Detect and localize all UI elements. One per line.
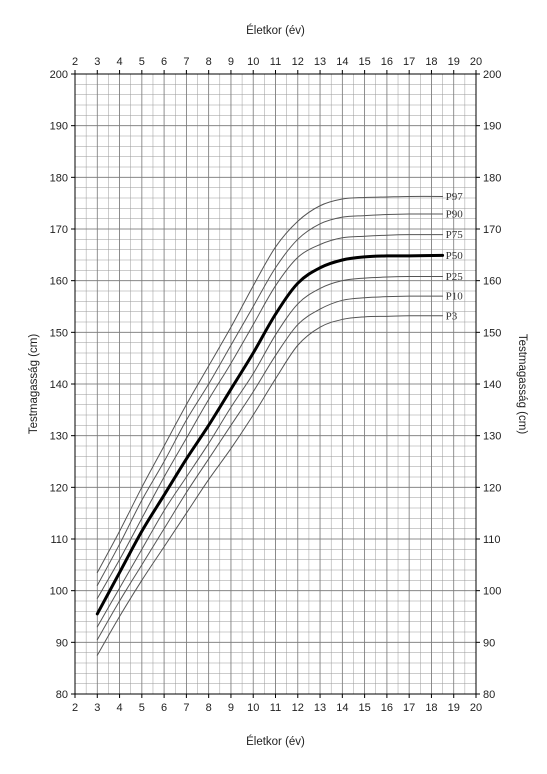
x-tick-label-top: 5 (139, 56, 145, 68)
y-tick-label-right: 200 (483, 69, 501, 81)
x-tick-label-bottom: 7 (183, 702, 189, 714)
series-line-p25 (96, 275, 444, 628)
x-tick-label-top: 4 (116, 56, 122, 68)
x-tick-label-bottom: 13 (314, 702, 326, 714)
x-tick-label-top: 16 (381, 56, 393, 68)
x-tick-label-top: 9 (228, 56, 234, 68)
x-tick-label-top: 20 (470, 56, 482, 68)
x-axis-title-top: Életkor (év) (246, 24, 305, 37)
y-tick-label-left: 110 (50, 534, 68, 546)
x-tick-label-bottom: 4 (116, 702, 122, 714)
x-tick-label-bottom: 15 (358, 702, 370, 714)
y-tick-label-right: 110 (483, 534, 501, 546)
x-tick-label-bottom: 18 (425, 702, 437, 714)
x-tick-label-bottom: 17 (403, 702, 415, 714)
y-axis-title-right: Testmagasság (cm) (516, 334, 528, 435)
x-tick-label-bottom: 16 (381, 702, 393, 714)
y-tick-label-left: 150 (50, 327, 68, 339)
percentile-lines (95, 195, 445, 656)
x-tick-label-top: 7 (183, 56, 189, 68)
y-tick-label-right: 100 (483, 586, 501, 598)
y-tick-label-right: 190 (483, 121, 501, 133)
x-tick-label-top: 6 (161, 56, 167, 68)
series-label-p3: P3 (446, 310, 458, 322)
x-tick-label-bottom: 8 (206, 702, 212, 714)
y-tick-label-right: 170 (483, 224, 501, 236)
y-tick-label-right: 150 (483, 327, 501, 339)
y-tick-label-right: 160 (483, 276, 501, 288)
y-tick-label-right: 120 (483, 482, 501, 494)
y-tick-label-left: 190 (50, 121, 68, 133)
x-tick-label-top: 17 (403, 56, 415, 68)
series-label-p50: P50 (446, 250, 464, 262)
y-tick-label-left: 130 (50, 431, 68, 443)
axis-ticks (71, 70, 480, 698)
x-tick-label-top: 14 (336, 56, 348, 68)
series-line-p97 (96, 195, 444, 574)
x-tick-label-bottom: 14 (336, 702, 348, 714)
series-label-p10: P10 (446, 291, 464, 303)
y-axis-title-left: Testmagasság (cm) (28, 334, 40, 435)
x-tick-label-top: 19 (448, 56, 460, 68)
y-tick-label-left: 160 (50, 276, 68, 288)
series-line-p10 (96, 295, 444, 641)
y-tick-label-left: 90 (56, 637, 68, 649)
y-tick-label-left: 80 (56, 689, 68, 701)
series-label-p97: P97 (446, 191, 464, 203)
y-tick-label-right: 90 (483, 637, 495, 649)
y-tick-label-right: 80 (483, 689, 495, 701)
x-tick-label-bottom: 10 (247, 702, 259, 714)
series-line-p50 (95, 253, 445, 616)
y-tick-label-left: 180 (50, 172, 68, 184)
y-tick-label-left: 120 (50, 482, 68, 494)
y-tick-label-right: 130 (483, 431, 501, 443)
series-line-p3 (96, 315, 444, 656)
x-tick-label-bottom: 11 (270, 702, 281, 714)
y-tick-label-left: 200 (50, 69, 68, 81)
x-axis-title-bottom: Életkor (év) (246, 735, 305, 748)
x-tick-label-top: 11 (270, 56, 281, 68)
x-tick-label-top: 15 (358, 56, 370, 68)
series-label-p75: P75 (446, 229, 464, 241)
x-tick-label-top: 3 (94, 56, 100, 68)
y-tick-label-right: 140 (483, 379, 501, 391)
x-tick-label-bottom: 9 (228, 702, 234, 714)
x-tick-label-bottom: 12 (292, 702, 304, 714)
x-tick-label-top: 18 (425, 56, 437, 68)
y-tick-label-left: 170 (50, 224, 68, 236)
series-line-p90 (96, 213, 444, 586)
x-tick-label-bottom: 20 (470, 702, 482, 714)
y-tick-label-left: 100 (50, 586, 68, 598)
x-tick-label-top: 10 (247, 56, 259, 68)
y-tick-label-left: 140 (50, 379, 68, 391)
x-tick-label-top: 13 (314, 56, 326, 68)
series-label-p90: P90 (446, 209, 464, 221)
x-tick-label-bottom: 19 (448, 702, 460, 714)
x-tick-label-top: 2 (72, 56, 78, 68)
y-tick-label-right: 180 (483, 172, 501, 184)
series-line-p75 (96, 234, 444, 599)
x-tick-label-bottom: 5 (139, 702, 145, 714)
tick-labels: 2 2 3 3 4 4 5 5 6 6 7 7 8 8 9 9 10 10 11 11 12 12 13 13 14 14 15 15… (50, 56, 502, 714)
x-tick-label-bottom: 2 (72, 702, 78, 714)
percentile-labels: P97 P90 P75 P50 P25 P10 P3 (446, 191, 464, 322)
x-tick-label-top: 8 (206, 56, 212, 68)
x-tick-label-bottom: 6 (161, 702, 167, 714)
x-tick-label-bottom: 3 (94, 702, 100, 714)
x-tick-label-top: 12 (292, 56, 304, 68)
series-label-p25: P25 (446, 271, 464, 283)
